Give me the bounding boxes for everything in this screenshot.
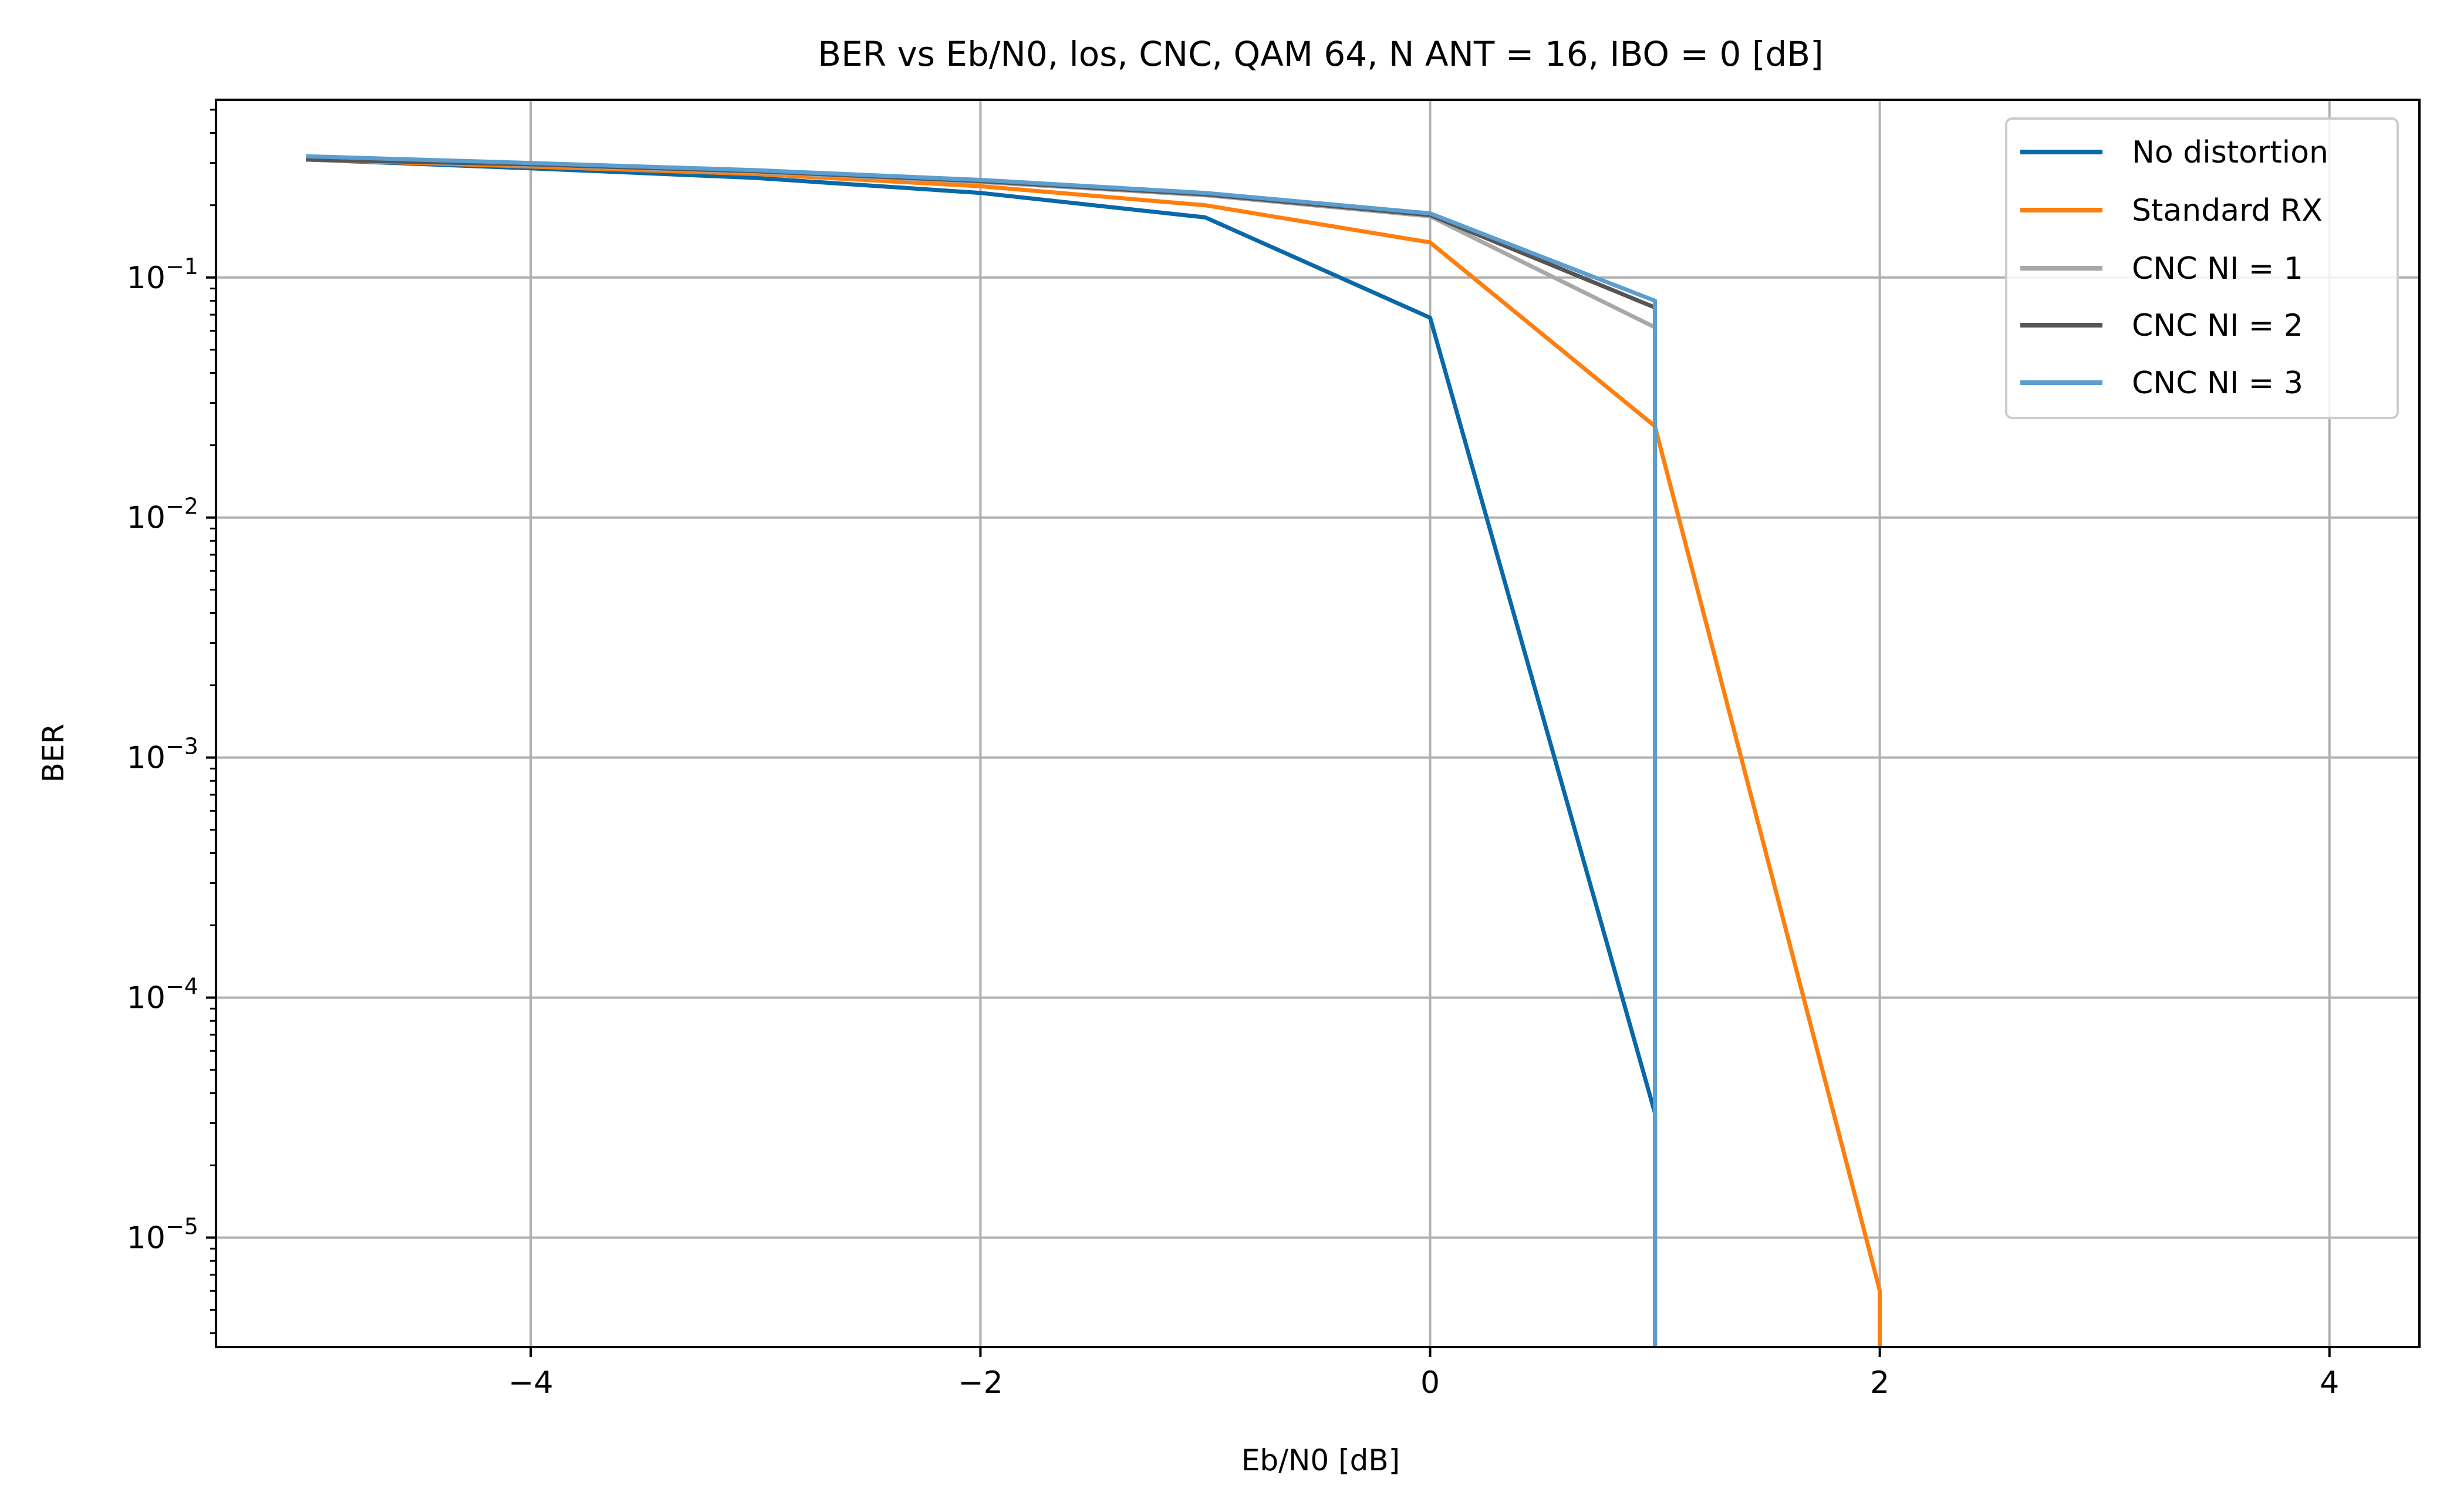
- x-tick-label: 0: [1420, 1365, 1440, 1400]
- plot-frame: [215, 99, 2421, 1348]
- y-tick-exponent: −4: [166, 974, 198, 1000]
- y-tick-base: 10: [127, 741, 166, 776]
- y-tick-exponent: −2: [166, 494, 198, 519]
- y-tick-exponent: −1: [166, 254, 198, 279]
- legend-label-cnc-ni-3: CNC NI = 3: [2132, 366, 2303, 401]
- y-axis-label: BER: [36, 724, 70, 783]
- y-tick-base: 10: [127, 501, 166, 536]
- legend-label-standard-rx: Standard RX: [2132, 193, 2323, 228]
- series-line-no-distortion: [306, 157, 1658, 1347]
- legend-box: [2005, 117, 2399, 419]
- x-tick-label: −2: [958, 1365, 1003, 1400]
- legend-label-no-distortion: No distortion: [2132, 135, 2328, 170]
- x-tick-label: 2: [1870, 1365, 1889, 1400]
- y-tick-base: 10: [127, 261, 166, 296]
- legend: No distortion Standard RX CNC NI = 1 CNC…: [2005, 117, 2399, 419]
- y-tick-label: 10−3: [127, 734, 198, 776]
- legend-label-cnc-ni-1: CNC NI = 1: [2132, 251, 2303, 286]
- series-lines: [306, 154, 1882, 1347]
- axis-ticks: −4 −2 0 2 410−110−210−310−410−5: [127, 254, 2340, 1400]
- x-tick-label: −4: [508, 1365, 553, 1400]
- series-line-cnc-ni-3: [306, 154, 1658, 1347]
- grid: [216, 100, 2419, 1347]
- y-tick-label: 10−1: [127, 254, 198, 296]
- x-axis-label: Eb/N0 [dB]: [1241, 1443, 1400, 1477]
- y-tick-base: 10: [127, 981, 166, 1016]
- y-tick-label: 10−4: [127, 974, 198, 1016]
- x-tick-label: 4: [2320, 1365, 2339, 1400]
- y-tick-label: 10−2: [127, 494, 198, 536]
- y-tick-base: 10: [127, 1221, 166, 1256]
- y-tick-label: 10−5: [127, 1214, 198, 1256]
- y-tick-exponent: −3: [166, 734, 198, 760]
- chart-title: BER vs Eb/N0, los, CNC, QAM 64, N ANT = …: [818, 34, 1823, 74]
- y-tick-exponent: −5: [166, 1214, 198, 1240]
- legend-label-cnc-ni-2: CNC NI = 2: [2132, 308, 2303, 343]
